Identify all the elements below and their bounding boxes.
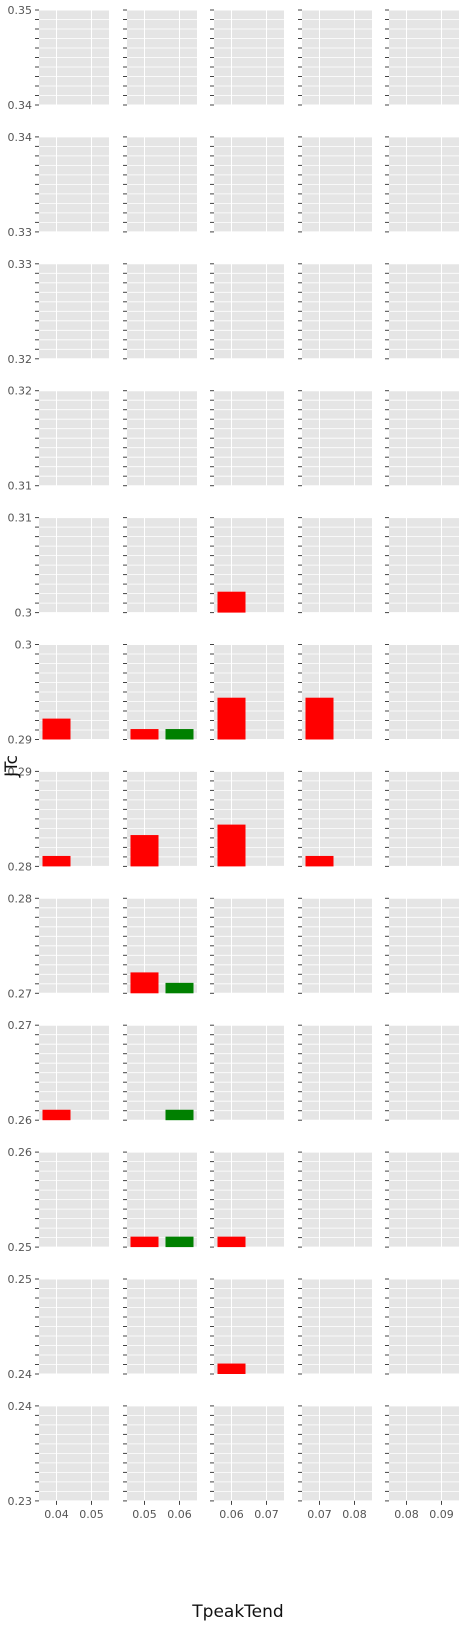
y-tick-label: 0.3 — [15, 607, 33, 620]
y-tick-label: 0.28 — [8, 860, 33, 873]
bar-red — [42, 1109, 71, 1121]
y-tick-label: 0.32 — [8, 353, 33, 366]
y-tick-label: 0.28 — [8, 892, 33, 905]
bar-red — [130, 729, 159, 740]
bar-red — [217, 697, 246, 740]
y-tick-label: 0.34 — [8, 99, 33, 112]
y-tick-label: 0.29 — [8, 734, 33, 747]
bar-red — [42, 855, 71, 867]
bar-green — [165, 1236, 194, 1248]
bar-red — [130, 835, 159, 867]
x-tick-label: 0.08 — [394, 1508, 419, 1521]
x-tick-label: 0.07 — [254, 1508, 279, 1521]
bar-red — [217, 824, 246, 867]
bar-red — [130, 972, 159, 994]
y-tick-label: 0.25 — [8, 1241, 33, 1254]
y-axis-title: JTc — [2, 755, 22, 778]
bar-green — [165, 729, 194, 740]
y-tick-label: 0.34 — [8, 131, 33, 144]
x-tick-label: 0.04 — [44, 1508, 69, 1521]
x-axis-title: TpeakTend — [191, 1602, 283, 1622]
bar-green — [165, 1109, 194, 1121]
y-tick-label: 0.33 — [8, 226, 33, 239]
bar-red — [217, 1363, 246, 1374]
x-tick-label: 0.06 — [219, 1508, 244, 1521]
y-tick-label: 0.31 — [8, 512, 33, 525]
y-tick-label: 0.32 — [8, 385, 33, 398]
bar-red — [42, 718, 71, 740]
bar-red — [305, 697, 334, 740]
y-tick-label: 0.33 — [8, 258, 33, 271]
x-tick-label: 0.05 — [132, 1508, 157, 1521]
x-tick-label: 0.06 — [167, 1508, 192, 1521]
y-tick-label: 0.27 — [8, 987, 33, 1000]
y-tick-label: 0.31 — [8, 480, 33, 493]
y-tick-label: 0.29 — [8, 765, 33, 778]
y-tick-label: 0.26 — [8, 1114, 33, 1127]
x-tick-label: 0.05 — [79, 1508, 104, 1521]
x-tick-label: 0.09 — [429, 1508, 454, 1521]
y-tick-label: 0.27 — [8, 1019, 33, 1032]
bar-red — [305, 855, 334, 867]
y-tick-label: 0.24 — [8, 1400, 33, 1413]
x-tick-label: 0.08 — [342, 1508, 367, 1521]
y-tick-label: 0.3 — [15, 639, 33, 652]
y-tick-label: 0.25 — [8, 1273, 33, 1286]
y-tick-label: 0.24 — [8, 1368, 33, 1381]
facet-panels: 0.35 0.34 0.34 0.33 0.33 0.32 0.32 0.31 0.31 0.3 0… — [8, 4, 459, 1521]
bar-red — [130, 1236, 159, 1248]
y-tick-label: 0.35 — [8, 4, 33, 17]
bar-red — [217, 1236, 246, 1248]
y-tick-label: 0.23 — [8, 1495, 33, 1508]
bar-green — [165, 982, 194, 994]
y-tick-label: 0.26 — [8, 1146, 33, 1159]
x-tick-label: 0.07 — [307, 1508, 332, 1521]
bar-red — [217, 591, 246, 613]
